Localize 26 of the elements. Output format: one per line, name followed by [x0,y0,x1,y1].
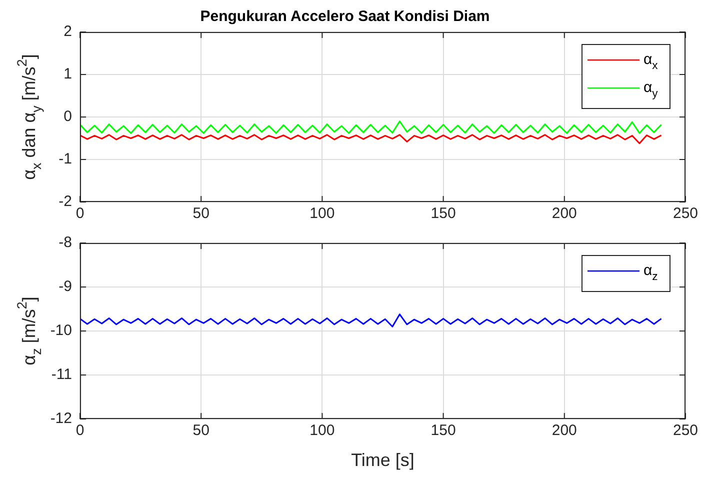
x-tick-label: 150 [430,422,456,440]
y-tick-label: -9 [58,278,72,296]
y-axis-title: αx dan αy [m/s2] [14,54,44,180]
x-tick-label: 250 [672,422,698,440]
y-tick-label: -10 [50,322,72,340]
x-tick-label: 200 [552,422,577,440]
x-tick-label: 100 [310,422,335,440]
x-tick-label: 200 [552,205,577,222]
y-tick-label: -8 [58,234,72,252]
x-axis-title: Time [s] [351,450,414,470]
x-tick-label: 0 [76,422,84,440]
y-tick-label: 1 [64,66,72,83]
chart-title: Pengukuran Accelero Saat Kondisi Diam [200,8,490,26]
y-tick-label: -12 [50,410,72,428]
x-tick-label: 0 [76,205,84,222]
y-tick-label: -1 [58,150,72,168]
y-tick-label: 0 [64,108,72,126]
x-tick-label: 150 [430,205,456,222]
x-tick-label: 50 [192,422,210,440]
y-axis-title: αz [m/s2] [14,296,44,366]
y-tick-label: 2 [64,23,72,40]
x-tick-label: 100 [310,205,335,222]
x-tick-label: 250 [672,205,698,222]
x-tick-label: 50 [192,205,210,222]
y-tick-label: -11 [51,366,72,384]
y-tick-label: -2 [58,193,72,210]
